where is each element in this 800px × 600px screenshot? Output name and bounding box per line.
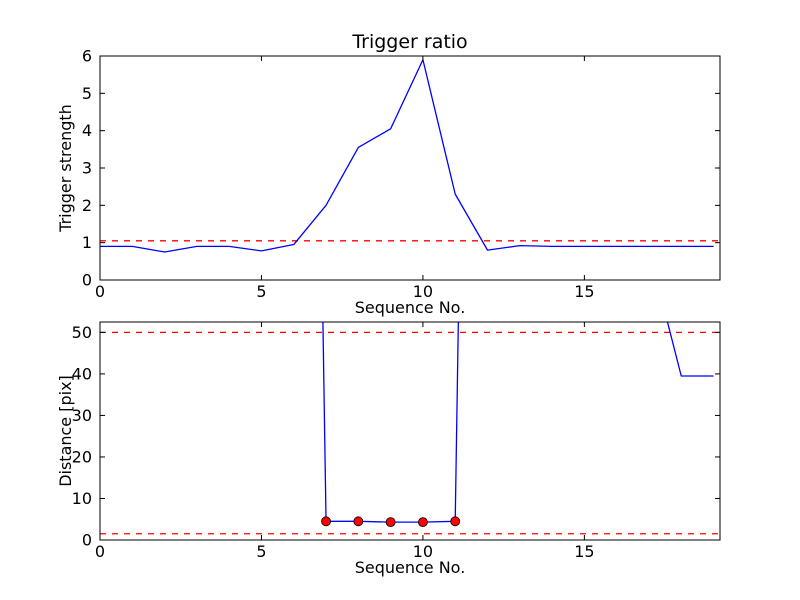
svg-text:10: 10 xyxy=(413,542,433,561)
svg-text:5: 5 xyxy=(82,84,92,103)
svg-text:0: 0 xyxy=(82,271,92,290)
svg-text:1: 1 xyxy=(82,233,92,252)
bottom-xaxis-label: Sequence No. xyxy=(354,558,466,577)
svg-text:10: 10 xyxy=(72,489,92,508)
svg-text:5: 5 xyxy=(256,542,266,561)
svg-text:5: 5 xyxy=(256,282,266,301)
bottom-yaxis-label: Distance [pix] xyxy=(56,375,75,487)
chart-title: Trigger ratio xyxy=(352,31,468,53)
svg-text:15: 15 xyxy=(574,282,594,301)
top-xaxis-label: Sequence No. xyxy=(354,298,466,317)
svg-text:4: 4 xyxy=(82,121,92,140)
svg-text:3: 3 xyxy=(82,159,92,178)
svg-text:0: 0 xyxy=(95,282,105,301)
svg-text:40: 40 xyxy=(72,364,92,383)
svg-text:2: 2 xyxy=(82,196,92,215)
top-yaxis-label: Trigger strength xyxy=(56,104,75,232)
svg-text:20: 20 xyxy=(72,447,92,466)
svg-text:15: 15 xyxy=(574,542,594,561)
svg-text:0: 0 xyxy=(82,531,92,550)
svg-text:10: 10 xyxy=(413,282,433,301)
svg-text:30: 30 xyxy=(72,406,92,425)
svg-text:0: 0 xyxy=(95,542,105,561)
svg-text:50: 50 xyxy=(72,323,92,342)
svg-text:6: 6 xyxy=(82,47,92,66)
